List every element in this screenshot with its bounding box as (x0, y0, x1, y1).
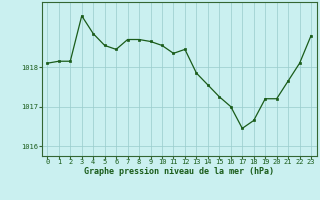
X-axis label: Graphe pression niveau de la mer (hPa): Graphe pression niveau de la mer (hPa) (84, 167, 274, 176)
